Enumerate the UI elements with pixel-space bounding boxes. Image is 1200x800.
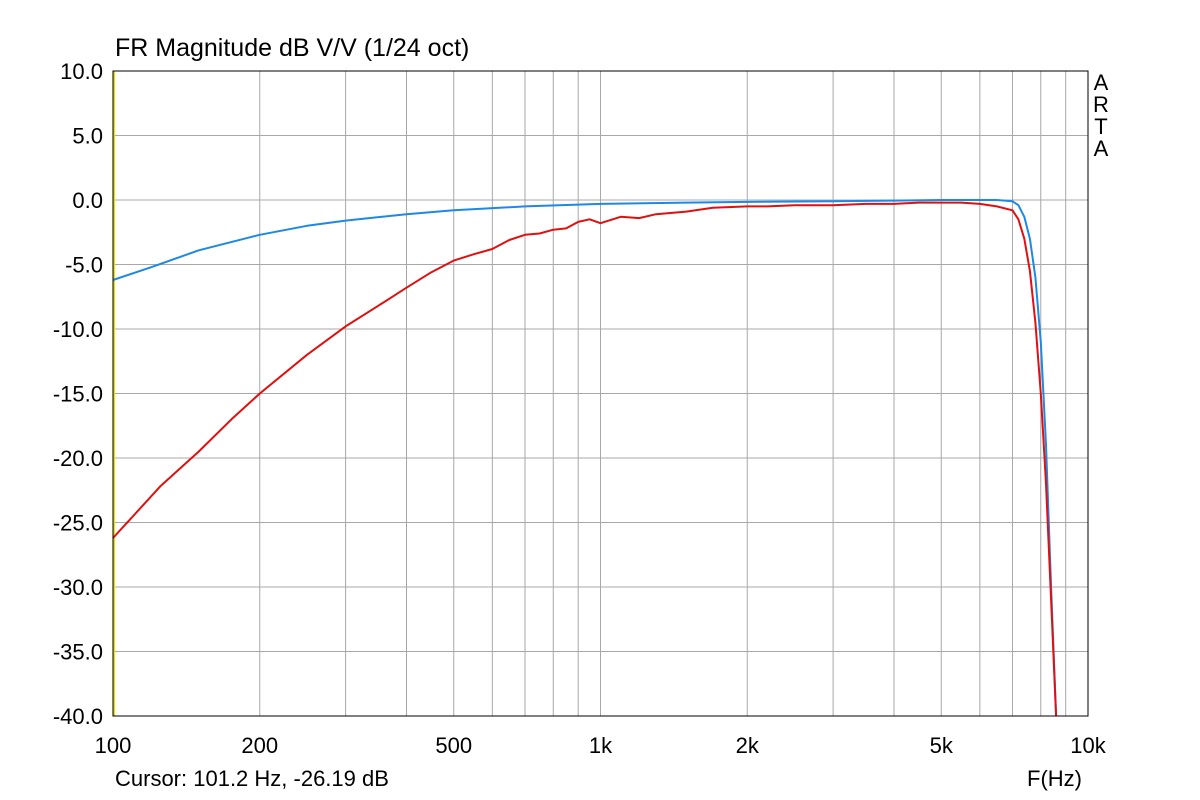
y-tick-label: -20.0 bbox=[53, 446, 103, 471]
x-tick-label: 500 bbox=[435, 733, 472, 758]
y-tick-label: -10.0 bbox=[53, 317, 103, 342]
x-tick-label: 5k bbox=[930, 733, 954, 758]
series-line-blue bbox=[112, 199, 1058, 717]
plot-frame bbox=[112, 70, 1089, 717]
y-tick-label: -30.0 bbox=[53, 575, 103, 600]
y-tick-label: 0.0 bbox=[72, 188, 103, 213]
x-tick-label: 2k bbox=[736, 733, 760, 758]
y-tick-label: -5.0 bbox=[65, 253, 103, 278]
y-tick-label: -40.0 bbox=[53, 704, 103, 729]
x-tick-label: 200 bbox=[241, 733, 278, 758]
arta-brand-label: ARTA bbox=[1093, 70, 1109, 161]
y-tick-label: -15.0 bbox=[53, 382, 103, 407]
y-axis-ticks: 10.0 5.0 0.0 -5.0 -10.0 -15.0 -20.0 -25.0 -30.0 -… bbox=[53, 59, 103, 729]
x-tick-label: 10k bbox=[1070, 733, 1106, 758]
chart-title: FR Magnitude dB V/V (1/24 oct) bbox=[115, 34, 470, 62]
y-tick-label: -35.0 bbox=[53, 640, 103, 665]
y-tick-label: -25.0 bbox=[53, 511, 103, 536]
x-tick-label: 100 bbox=[95, 733, 132, 758]
cursor-readout: Cursor: 101.2 Hz, -26.19 dB bbox=[115, 766, 389, 791]
x-tick-label: 1k bbox=[589, 733, 613, 758]
y-tick-label: 5.0 bbox=[72, 124, 103, 149]
x-axis-label: F(Hz) bbox=[1027, 766, 1082, 791]
series-line-red bbox=[112, 201, 1058, 717]
plot-series bbox=[112, 199, 1058, 717]
y-tick-label: 10.0 bbox=[60, 59, 103, 84]
x-axis-ticks: 100 200 500 1k 2k 5k 10k bbox=[95, 733, 1107, 758]
